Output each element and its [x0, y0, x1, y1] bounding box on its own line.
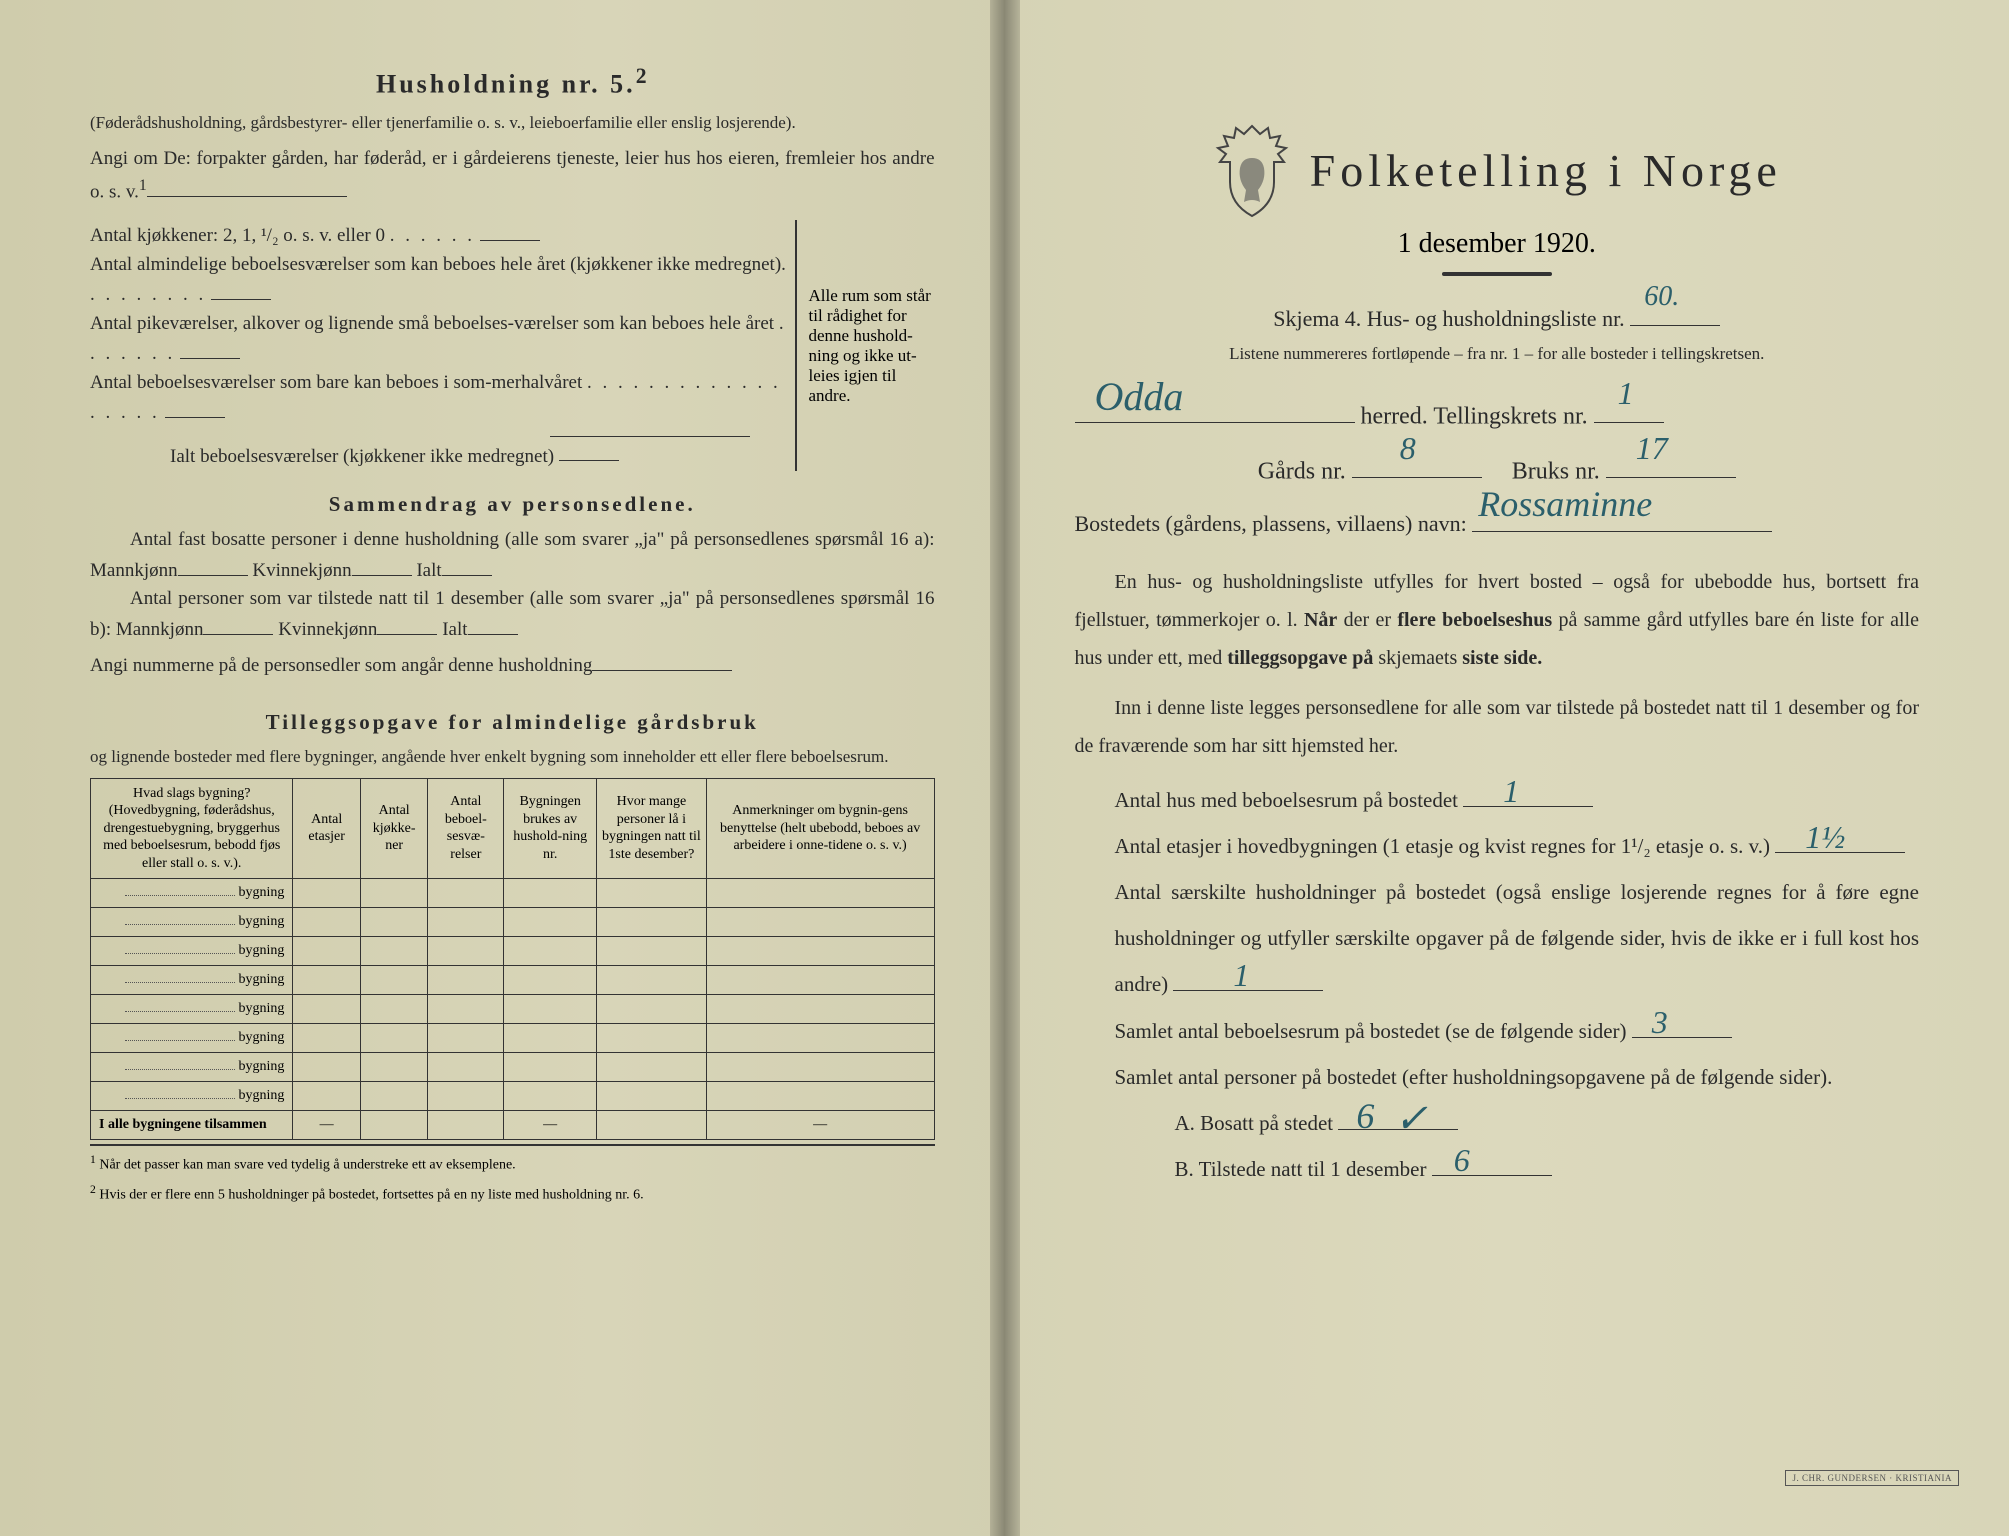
table-row: bygning	[91, 995, 935, 1024]
angi-blank	[147, 176, 347, 197]
q5b-line: B. Tilstede natt til 1 desember 6	[1175, 1146, 1920, 1192]
section2-title: Sammendrag av personsedlene.	[90, 489, 935, 521]
q2-line: Antal etasjer i hovedbygningen (1 etasje…	[1115, 823, 1920, 869]
table-row: bygning	[91, 1024, 935, 1053]
q5a-mark: ✓	[1394, 1075, 1428, 1163]
th-2: Antal kjøkke-ner	[360, 778, 427, 879]
th-6: Anmerkninger om bygnin-gens benyttelse (…	[706, 778, 934, 879]
buildings-table: Hvad slags bygning? (Hovedbygning, føder…	[90, 778, 935, 1141]
krets-value: 1	[1618, 369, 1634, 417]
para2: Inn i denne liste legges personsedlene f…	[1075, 689, 1920, 765]
th-0: Hvad slags bygning? (Hovedbygning, føder…	[91, 778, 293, 879]
s2-line1: Antal fast bosatte personer i denne hush…	[90, 526, 935, 585]
q5b-value: 6	[1454, 1125, 1470, 1195]
q1-value: 1	[1503, 756, 1519, 826]
table-row: bygning	[91, 1082, 935, 1111]
form-line: Skjema 4. Hus- og husholdningsliste nr. …	[1075, 302, 1920, 335]
q2-value: 1½	[1805, 802, 1845, 872]
table-row: bygning	[91, 908, 935, 937]
brace-note: Alle rum som står til rådighet for denne…	[795, 220, 935, 470]
table-footer-label: I alle bygningene tilsammen	[91, 1111, 293, 1140]
bosted-value: Rossaminne	[1478, 477, 1652, 531]
table-row: bygning	[91, 966, 935, 995]
bosted-line: Bostedets (gårdens, plassens, villaens) …	[1075, 507, 1920, 540]
rooms2-line: Antal pikeværelser, alkover og lignende …	[90, 310, 795, 369]
q3-line: Antal særskilte husholdninger på bostede…	[1115, 869, 1920, 1008]
tf-1: —	[293, 1111, 360, 1140]
table-row: bygning	[91, 937, 935, 966]
rooms-block: Antal kjøkkener: 2, 1, ¹/₂ o. s. v. elle…	[90, 220, 935, 470]
right-page: Folketelling i Norge 1 desember 1920. Sk…	[1005, 0, 2009, 1536]
q3-value: 1	[1233, 940, 1249, 1010]
bruks-value: 17	[1636, 424, 1668, 472]
footnote-1: 1 Når det passer kan man svare ved tydel…	[90, 1152, 935, 1176]
herred-line: Odda herred. Tellingskrets nr. 1	[1075, 397, 1920, 434]
left-title-sup: 2	[636, 64, 649, 88]
census-date: 1 desember 1920.	[1075, 228, 1920, 260]
q5a-line: A. Bosatt på stedet 6 ✓	[1175, 1100, 1920, 1146]
th-5: Hvor mange personer lå i bygningen natt …	[597, 778, 707, 879]
footnote-2: 2 Hvis der er flere enn 5 husholdninger …	[90, 1182, 935, 1206]
printer-stamp: J. CHR. GUNDERSEN · KRISTIANIA	[1785, 1470, 1959, 1486]
list-note: Listene nummereres fortløpende – fra nr.…	[1075, 341, 1920, 367]
left-subtitle: (Føderådshusholdning, gårdsbestyrer- ell…	[90, 110, 935, 136]
left-page: Husholdning nr. 5.2 (Føderådshusholdning…	[0, 0, 1005, 1536]
tf-5	[597, 1111, 707, 1140]
coat-of-arms-icon	[1212, 120, 1292, 220]
q5a-value: 6	[1356, 1077, 1374, 1156]
s2-line2: Antal personer som var tilstede natt til…	[90, 585, 935, 644]
table-row: bygning	[91, 1053, 935, 1082]
tf-6: —	[706, 1111, 934, 1140]
q4-value: 3	[1652, 987, 1668, 1057]
tf-2	[360, 1111, 427, 1140]
main-title: Folketelling i Norge	[1310, 144, 1782, 197]
right-header: Folketelling i Norge	[1075, 120, 1920, 220]
angi-sup: 1	[139, 177, 147, 194]
left-title: Husholdning nr. 5.2	[90, 60, 935, 104]
table-row: bygning	[91, 879, 935, 908]
tf-3	[428, 1111, 504, 1140]
para1: En hus- og husholdningsliste utfylles fo…	[1075, 563, 1920, 677]
herred-value: Odda	[1095, 367, 1184, 427]
rooms-total-line: Ialt beboelsesværelser (kjøkkener ikke m…	[90, 441, 795, 471]
th-4: Bygningen brukes av hushold-ning nr.	[504, 778, 597, 879]
section3-sub: og lignende bosteder med flere bygninger…	[90, 744, 935, 770]
table-header-row: Hvad slags bygning? (Hovedbygning, føder…	[91, 778, 935, 879]
left-title-text: Husholdning nr. 5.	[376, 70, 636, 99]
title-rule	[1442, 272, 1552, 276]
table-footer-row: I alle bygningene tilsammen — — —	[91, 1111, 935, 1140]
document-spread: Husholdning nr. 5.2 (Føderådshusholdning…	[0, 0, 2009, 1536]
q4-line: Samlet antal beboelsesrum på bostedet (s…	[1115, 1008, 1920, 1054]
th-1: Antal etasjer	[293, 778, 360, 879]
angi-line: Angi om De: forpakter gården, har føderå…	[90, 145, 935, 206]
rooms3-line: Antal beboelsesværelser som bare kan beb…	[90, 369, 795, 428]
tf-4: —	[504, 1111, 597, 1140]
s2-line3: Angi nummerne på de personsedler som ang…	[90, 650, 935, 680]
rooms1-line: Antal almindelige beboelsesværelser som …	[90, 251, 795, 310]
th-3: Antal beboel-sesvæ-relser	[428, 778, 504, 879]
q5-line: Samlet antal personer på bostedet (efter…	[1115, 1054, 1920, 1100]
form-nr-value: 60.	[1644, 276, 1679, 318]
section3-title: Tilleggsopgave for almindelige gårdsbruk	[90, 707, 935, 739]
gards-value: 8	[1400, 424, 1416, 472]
kitchens-line: Antal kjøkkener: 2, 1, ¹/₂ o. s. v. elle…	[90, 220, 795, 250]
q1-line: Antal hus med beboelsesrum på bostedet 1	[1115, 777, 1920, 823]
book-spine	[990, 0, 1020, 1536]
